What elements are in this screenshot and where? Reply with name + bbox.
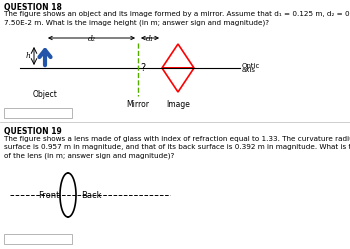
Text: surface is 0.957 m in magnitude, and that of its back surface is 0.392 m in magn: surface is 0.957 m in magnitude, and tha… bbox=[4, 144, 350, 150]
Text: Mirror: Mirror bbox=[126, 100, 149, 109]
Text: Image: Image bbox=[166, 100, 190, 109]
Text: h: h bbox=[26, 52, 30, 60]
Text: QUESTION 19: QUESTION 19 bbox=[4, 127, 62, 136]
FancyBboxPatch shape bbox=[4, 108, 72, 118]
Text: Object: Object bbox=[33, 90, 57, 99]
Text: axis: axis bbox=[242, 67, 256, 73]
Text: The figure shows a lens made of glass with index of refraction equal to 1.33. Th: The figure shows a lens made of glass wi… bbox=[4, 136, 350, 142]
FancyBboxPatch shape bbox=[4, 234, 72, 244]
Text: d₁: d₁ bbox=[146, 35, 154, 43]
Text: d₂: d₂ bbox=[88, 35, 96, 43]
Text: ?: ? bbox=[140, 63, 145, 73]
FancyArrowPatch shape bbox=[40, 50, 50, 65]
Text: Back: Back bbox=[81, 190, 102, 199]
Text: The figure shows an object and its image formed by a mirror. Assume that d₁ = 0.: The figure shows an object and its image… bbox=[4, 11, 350, 17]
Text: Front: Front bbox=[38, 190, 60, 199]
Text: Optic: Optic bbox=[242, 63, 260, 69]
Text: QUESTION 18: QUESTION 18 bbox=[4, 3, 62, 12]
Text: of the lens (in m; answer sign and magnitude)?: of the lens (in m; answer sign and magni… bbox=[4, 152, 174, 159]
Text: 7.50E-2 m. What is the image height (in m; answer sign and magnitude)?: 7.50E-2 m. What is the image height (in … bbox=[4, 19, 269, 25]
